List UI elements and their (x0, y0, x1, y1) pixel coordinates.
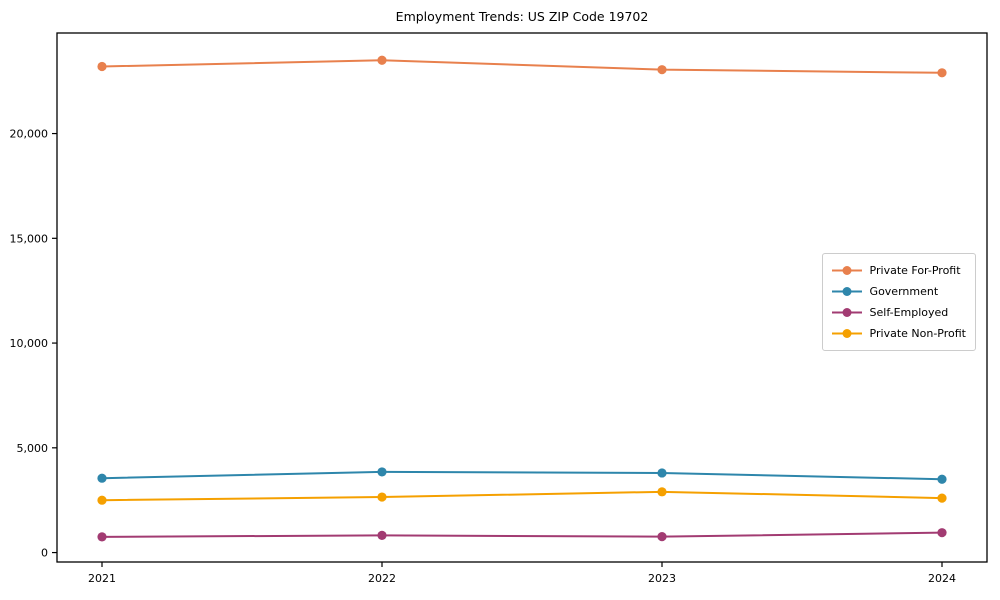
y-axis-tick-label: 0 (41, 547, 48, 560)
legend-item-self-employed: Self-Employed (831, 302, 966, 323)
data-point-private-for-profit (937, 68, 947, 78)
legend-item-government: Government (831, 281, 966, 302)
x-axis-tick-label: 2021 (88, 572, 116, 585)
data-point-self-employed (937, 528, 947, 538)
y-axis-tick-label: 15,000 (10, 232, 49, 245)
y-axis-tick-label: 20,000 (10, 128, 49, 141)
series-line-private-non-profit (101, 490, 943, 502)
legend-item-private-for-profit: Private For-Profit (831, 260, 966, 281)
x-axis-tick-label: 2023 (648, 572, 676, 585)
legend-label: Self-Employed (869, 306, 949, 319)
data-point-self-employed (97, 532, 107, 542)
data-point-private-non-profit (377, 492, 387, 502)
y-axis-tick-label: 5,000 (17, 442, 49, 455)
data-point-self-employed (377, 530, 387, 540)
data-point-government (97, 473, 107, 483)
data-point-government (657, 468, 667, 478)
legend: Private For-Profit Government Self-Emplo… (821, 253, 976, 351)
plot-border (56, 32, 988, 563)
legend-line-marker-icon (831, 329, 862, 338)
chart-title: Employment Trends: US ZIP Code 19702 (395, 9, 649, 24)
legend-line-marker-icon (831, 266, 862, 275)
x-axis-tick-label: 2022 (368, 572, 396, 585)
data-point-government (937, 474, 947, 484)
series-line-private-for-profit (101, 59, 943, 74)
legend-line-marker-icon (831, 287, 862, 296)
data-point-private-for-profit (97, 61, 107, 72)
legend-label: Government (869, 285, 939, 298)
data-point-private-for-profit (377, 55, 387, 65)
data-point-government (377, 467, 387, 477)
legend-line-marker-icon (831, 308, 862, 317)
series-line-government (101, 470, 943, 481)
x-axis-tick-label: 2024 (928, 572, 956, 585)
data-point-private-for-profit (657, 65, 667, 75)
legend-label: Private For-Profit (869, 264, 961, 277)
y-axis-tick-label: 10,000 (10, 337, 49, 350)
series-line-self-employed (101, 531, 943, 538)
data-point-private-non-profit (97, 495, 107, 505)
legend-item-private-non-profit: Private Non-Profit (831, 323, 966, 344)
data-point-self-employed (657, 532, 667, 542)
data-point-private-non-profit (937, 493, 947, 503)
legend-label: Private Non-Profit (869, 327, 966, 340)
data-point-private-non-profit (657, 487, 667, 497)
